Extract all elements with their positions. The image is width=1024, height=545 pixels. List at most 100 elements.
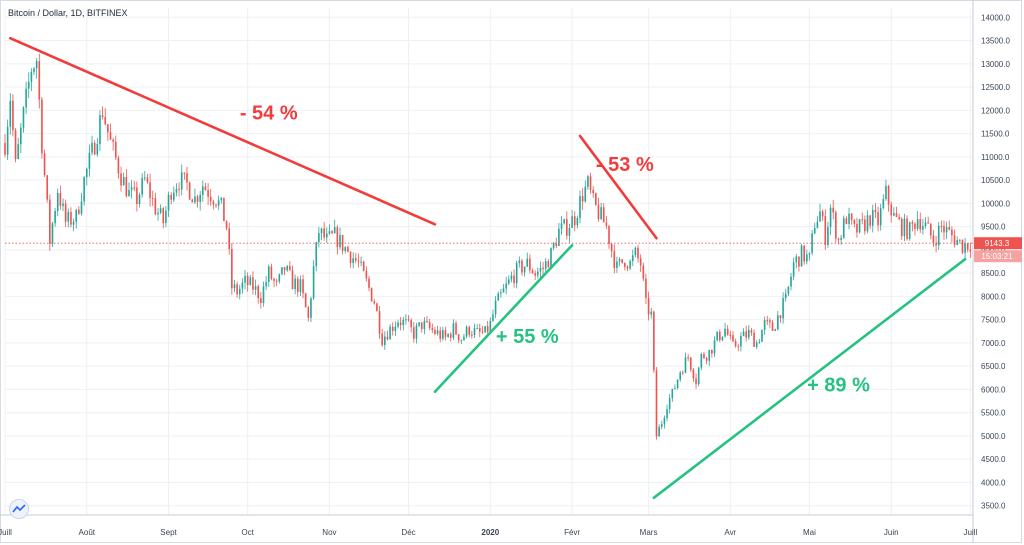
candle-body (795, 256, 798, 263)
candle-body (75, 209, 78, 222)
candle-body (489, 320, 492, 332)
candle-body (328, 231, 331, 234)
candle-body (679, 372, 682, 380)
candle-body (800, 245, 803, 267)
candle-body (903, 218, 906, 237)
candle-body (91, 142, 93, 153)
candle-body (597, 204, 600, 220)
candle-body (832, 207, 835, 213)
candle-body (402, 319, 405, 326)
candle-body (252, 277, 254, 290)
candle-body (154, 198, 157, 215)
candle-body (389, 326, 391, 340)
candle-body (455, 323, 457, 335)
candle-body (315, 242, 318, 267)
candle-body (571, 216, 573, 228)
candle-body (948, 227, 951, 230)
candle-body (718, 331, 721, 341)
candle-body (12, 100, 14, 131)
candle-body (162, 208, 165, 224)
candle-body (716, 331, 718, 341)
candle-body (531, 270, 534, 274)
candle-body (368, 278, 370, 288)
candle-body (468, 326, 471, 335)
candle-body (223, 197, 225, 222)
candle-body (165, 210, 167, 224)
candle-body (534, 273, 536, 276)
candle-body (729, 334, 732, 336)
candle-body (589, 176, 592, 190)
y-tick-label: 6500.0 (981, 362, 1006, 371)
candle-body (265, 281, 267, 287)
candle-body (449, 334, 452, 338)
candle-body (426, 321, 428, 323)
y-tick-label: 13000.0 (981, 60, 1010, 69)
candle-body (378, 311, 381, 334)
candle-body (302, 279, 304, 294)
candle-body (175, 188, 178, 193)
candle-body (431, 327, 434, 330)
trend-line-decline[interactable] (8, 36, 437, 226)
candle-body (808, 252, 811, 255)
candle-body (642, 265, 645, 279)
candle-body (323, 228, 325, 238)
candle-body (452, 323, 455, 338)
candle-body (307, 307, 310, 318)
candle-body (463, 336, 465, 341)
trend-line-rise[interactable] (433, 243, 574, 394)
candle-body (146, 177, 149, 183)
candle-body (186, 173, 188, 183)
y-tick-label: 8000.0 (981, 292, 1006, 301)
candle-body (877, 212, 879, 226)
candle-body (911, 222, 914, 224)
candle-body (692, 369, 695, 379)
candle-body (399, 322, 402, 326)
candle-body (497, 293, 500, 301)
candle-body (961, 239, 964, 253)
y-tick-label: 5500.0 (981, 409, 1006, 418)
candle-body (407, 319, 410, 321)
candle-body (922, 226, 924, 230)
logo-glyph (12, 504, 26, 513)
candle-body (381, 333, 383, 346)
candle-body (842, 218, 845, 238)
candle-body (383, 336, 386, 346)
candle-body (209, 196, 212, 202)
candle-body (782, 298, 784, 319)
candle-body (774, 329, 776, 331)
candle-body (257, 286, 260, 299)
candle-body (202, 186, 204, 195)
candle-body (737, 346, 740, 348)
candle-body (188, 182, 191, 200)
candle-body (56, 193, 59, 211)
candle-body (362, 261, 365, 271)
y-tick-label: 5000.0 (981, 432, 1006, 441)
candle-body (49, 199, 51, 244)
candle-body (631, 255, 634, 262)
candle-body (370, 287, 373, 302)
trend-line-rise[interactable] (652, 257, 967, 500)
tradingview-logo-icon[interactable] (9, 499, 29, 519)
candle-body (605, 222, 608, 226)
candle-body (27, 81, 30, 89)
candle-body (460, 340, 463, 342)
candle-body (465, 326, 468, 337)
annotation-label: + 89 % (807, 375, 870, 397)
candle-body (117, 157, 120, 174)
countdown-value: 15:03:21 (981, 252, 1013, 261)
y-tick-label: 7000.0 (981, 339, 1006, 348)
candle-body (347, 247, 349, 252)
candle-body (447, 334, 449, 337)
candle-body (835, 212, 837, 239)
candle-body (231, 248, 233, 289)
candle-body (634, 247, 637, 256)
candle-body (376, 303, 378, 312)
trend-line-decline[interactable] (578, 134, 658, 240)
candle-body (811, 233, 813, 253)
candle-body (584, 186, 587, 202)
candle-body (943, 225, 945, 233)
candle-body (46, 175, 49, 200)
candle-body (9, 100, 12, 127)
candle-body (51, 223, 54, 244)
